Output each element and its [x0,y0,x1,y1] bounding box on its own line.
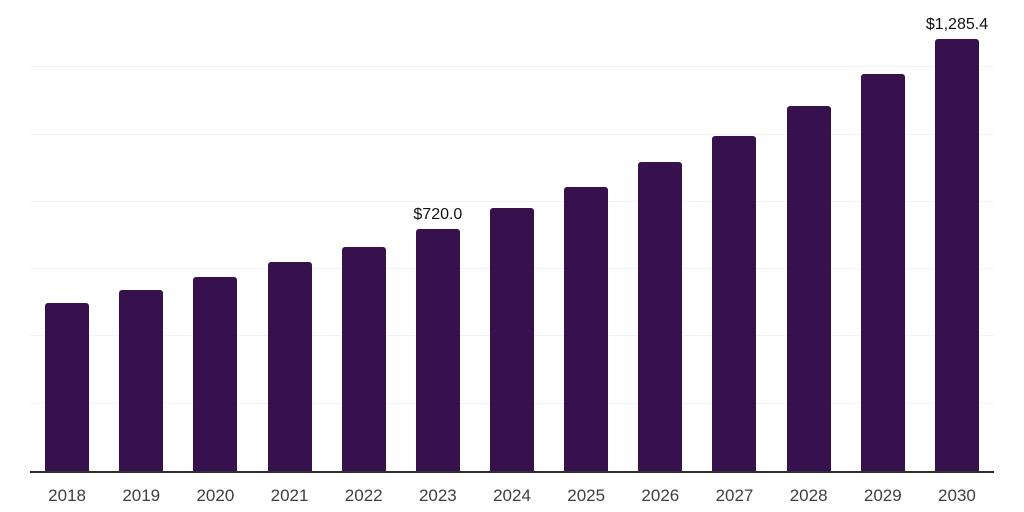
x-tick-2029: 2029 [863,486,902,505]
bar-2018[interactable] [45,302,90,471]
bar-2024[interactable] [490,208,535,471]
bar-2030[interactable] [934,38,979,471]
bar-group-2021 [252,262,326,471]
bar-2019[interactable] [119,290,164,471]
x-tick-2018: 2018 [48,486,86,505]
bar-group-2028 [772,106,846,471]
x-tick-2027: 2027 [715,486,754,505]
x-tick-2030: 2030 [938,486,976,505]
gridline-1000 [30,133,994,135]
x-tick-2019: 2019 [122,486,161,505]
gridline-1200 [30,66,994,68]
x-tick-2023: 2023 [418,486,457,505]
bar-group-2026 [623,162,697,471]
x-tick-2024: 2024 [493,486,531,505]
bar-2022[interactable] [341,246,386,471]
bar-group-2024 [475,208,549,471]
bar-group-2020 [178,277,252,471]
gridline-800 [30,200,994,202]
x-tick-2026: 2026 [641,486,680,505]
bar-2026[interactable] [638,162,683,471]
bar-2027[interactable] [712,135,757,471]
bar-2028[interactable] [786,106,831,471]
bar-2021[interactable] [267,262,312,471]
x-tick-2028: 2028 [789,486,828,505]
bar-group-2027 [697,135,771,471]
x-axis-line [30,471,994,473]
x-axis: 2018 2019 2020 2021 2022 2023 2024 2025 2026 2027… [30,473,994,506]
bar-2023[interactable] [415,228,460,471]
x-tick-2020: 2020 [196,486,235,505]
bar-group-2019 [104,290,178,471]
plot-area: $720.0 $1,285.4 [30,0,994,471]
bar-2029[interactable] [860,73,905,471]
data-label-2030: $1,285.4 [925,15,989,33]
bars: $720.0 $1,285.4 [30,0,994,471]
bar-2020[interactable] [193,277,238,471]
bar-group-2022 [327,246,401,471]
bar-group-2029 [846,73,920,471]
bar-group-2023: $720.0 [401,205,475,471]
bar-2025[interactable] [564,186,609,471]
x-tick-2021: 2021 [270,486,309,505]
x-tick-2022: 2022 [344,486,383,505]
bar-group-2030: $1,285.4 [920,15,994,471]
bar-group-2025 [549,186,623,471]
data-label-2023: $720.0 [413,205,463,223]
bar-group-2018 [30,302,104,471]
x-tick-2025: 2025 [567,486,606,505]
